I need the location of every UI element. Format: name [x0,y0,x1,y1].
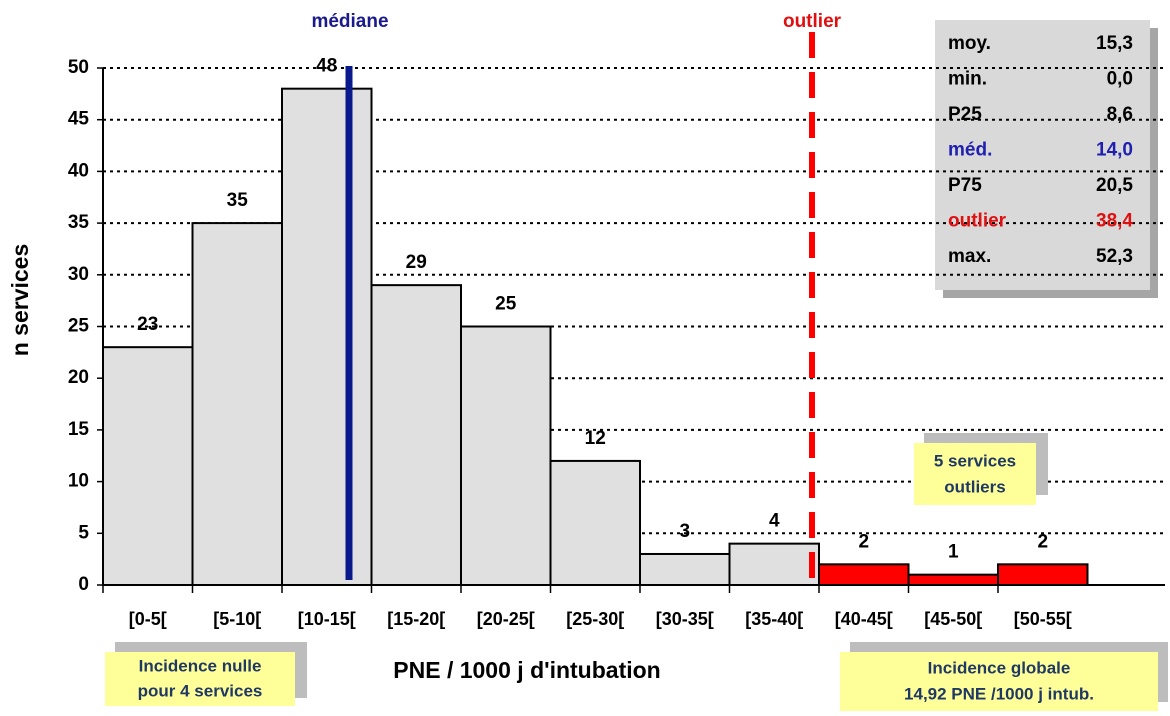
x-tick-label: [45-50[ [924,609,982,629]
bar [102,346,194,586]
data-label: 48 [316,56,337,77]
y-tick-label: 10 [68,471,89,492]
stat-value: 20,5 [1096,175,1133,196]
bar [281,87,373,587]
note-box [914,443,1036,505]
outlier-label: outlier [783,11,842,32]
y-tick-label: 45 [68,109,90,130]
data-label: 3 [679,521,690,542]
bar [549,459,641,587]
stat-label: P25 [948,104,982,125]
note-box [840,652,1158,711]
stat-value: 38,4 [1096,211,1133,232]
y-axis-label: n services [7,244,33,357]
x-tick-label: [5-10[ [213,609,261,629]
x-tick-label: [35-40[ [745,609,803,629]
y-tick-label: 20 [68,367,89,388]
x-tick-label: [15-20[ [387,609,445,629]
data-label: 1 [948,542,959,563]
note-text: outliers [944,477,1005,496]
note-box [105,652,295,706]
stat-value: 14,0 [1096,140,1133,161]
stat-label: P75 [948,175,982,196]
note-text: Incidence globale [928,658,1071,677]
x-tick-label: [50-55[ [1014,609,1072,629]
y-tick-label: 25 [68,316,90,337]
stat-value: 52,3 [1096,246,1133,267]
stat-label: méd. [948,140,992,161]
y-tick-label: 40 [68,160,89,181]
y-tick-label: 5 [78,522,89,543]
x-tick-label: [10-15[ [298,609,356,629]
stat-label: moy. [948,33,991,54]
data-label: 23 [137,314,158,335]
x-axis-label: PNE / 1000 j d'intubation [393,657,660,683]
data-label: 25 [495,294,517,315]
data-label: 2 [1037,531,1048,552]
bar [191,222,283,586]
stats-box [935,20,1150,290]
x-tick-label: [25-30[ [566,609,624,629]
median-label: médiane [311,11,388,32]
x-tick-label: [20-25[ [477,609,535,629]
bar [370,284,462,586]
data-label: 2 [858,531,869,552]
bar [728,542,820,587]
bar [907,573,999,586]
note-text: Incidence nulle [139,656,262,675]
x-tick-label: [0-5[ [129,609,167,629]
stat-label: max. [948,246,991,267]
x-tick-label: [40-45[ [835,609,893,629]
x-tick-label: [30-35[ [656,609,714,629]
y-tick-label: 0 [78,574,89,595]
stat-value: 0,0 [1107,69,1133,90]
note-text: 14,92 PNE /1000 j intub. [904,684,1094,703]
data-label: 4 [769,511,780,532]
data-label: 12 [585,428,606,449]
y-tick-label: 50 [68,57,89,78]
stat-value: 15,3 [1096,33,1133,54]
y-tick-label: 30 [68,264,89,285]
data-label: 35 [227,190,249,211]
bar [460,325,552,586]
note-text: 5 services [934,451,1016,470]
stat-value: 8,6 [1107,104,1133,125]
bar [818,563,910,587]
y-tick-label: 15 [68,419,90,440]
data-label: 29 [406,252,427,273]
stat-label: outlier [948,211,1007,232]
y-tick-label: 35 [68,212,90,233]
bar [997,563,1089,587]
stat-label: min. [948,69,987,90]
note-text: pour 4 services [138,681,263,700]
bar [639,552,731,586]
